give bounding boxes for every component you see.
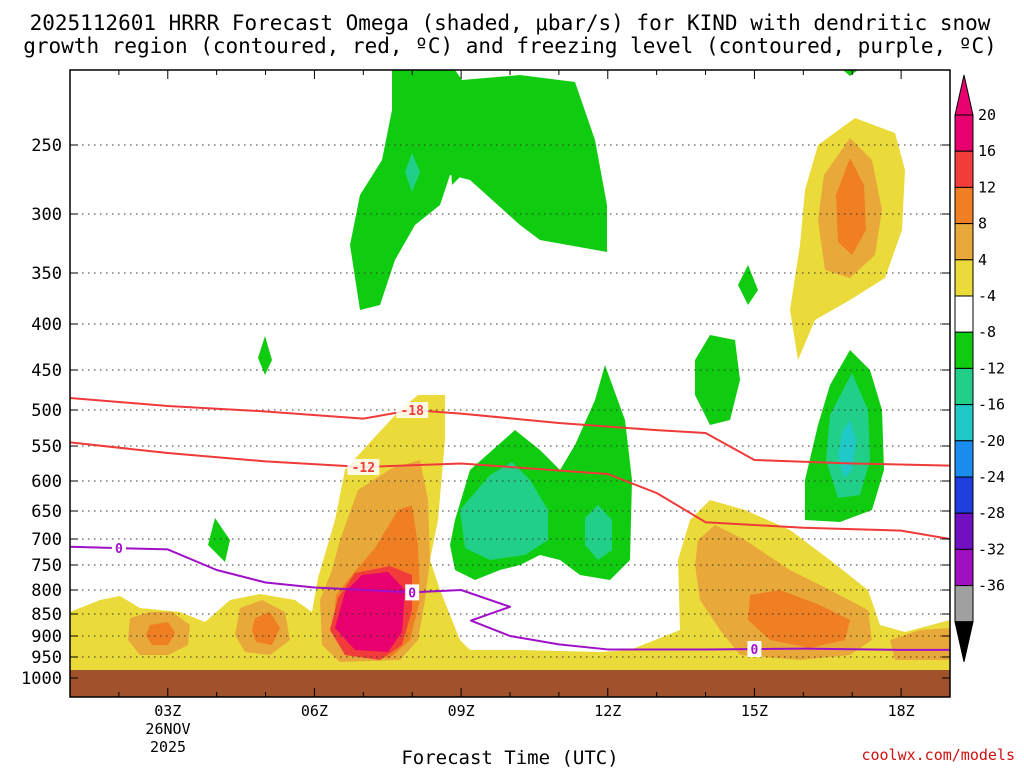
x-tick-label: 12Z — [594, 702, 621, 720]
pressure-grid — [70, 144, 950, 658]
freezing-label-bg — [111, 540, 126, 557]
colorbar-swatch — [954, 476, 974, 514]
credit-text: coolwx.com/models — [861, 746, 1015, 764]
date-label-day: 26NOV — [145, 720, 190, 738]
omega-orange-right — [748, 590, 850, 648]
dendritic-contour-line — [70, 441, 950, 540]
freezing-label-bg — [747, 641, 762, 658]
omega-teal-mid-1 — [460, 462, 548, 560]
colorbar-label: 16 — [978, 142, 996, 160]
colorbar-swatch — [954, 295, 974, 333]
chart-title-line1: 2025112601 HRRR Forecast Omega (shaded, … — [30, 11, 991, 35]
colorbar-swatch — [954, 404, 974, 442]
y-tick-label: 600 — [31, 472, 62, 492]
x-axis: 03Z 06Z 09Z 12Z 15Z 18Z — [69, 70, 951, 720]
y-tick-label: 350 — [31, 264, 62, 284]
colorbar-swatch — [954, 367, 974, 406]
dendritic-contour-line — [70, 397, 950, 467]
colorbar-label: 8 — [978, 215, 987, 233]
colorbar-label: -16 — [978, 396, 1005, 414]
colorbar-label: -8 — [978, 323, 996, 341]
colorbar-swatch — [954, 548, 974, 587]
omega-green-sliver — [448, 75, 466, 185]
y-tick-label: 250 — [31, 136, 62, 156]
colorbar-swatch — [954, 150, 974, 188]
y-tick-label: 500 — [31, 401, 62, 421]
colorbar: 20 16 12 8 4 -4 -8 -12 -16 -20 -24 -28 -32 -36 — [954, 74, 1005, 662]
omega-teal-mid-2 — [585, 505, 612, 560]
colorbar-swatch — [954, 259, 974, 297]
y-axis: 2503003504004505005506006507007508008509… — [21, 136, 950, 689]
y-tick-label: 850 — [31, 605, 62, 625]
y-tick-label: 400 — [31, 315, 62, 335]
dendritic-contour-label: -12 — [352, 461, 375, 476]
colorbar-swatch — [954, 440, 974, 478]
omega-green-upper — [350, 70, 607, 310]
y-tick-label: 1000 — [21, 669, 62, 689]
y-tick-label: 950 — [31, 648, 62, 668]
colorbar-label: -36 — [978, 577, 1005, 595]
y-tick-label: 450 — [31, 361, 62, 381]
colorbar-swatch — [954, 512, 974, 550]
y-tick-label: 650 — [31, 502, 62, 522]
x-tick-label: 03Z — [154, 702, 181, 720]
y-tick-label: 550 — [31, 437, 62, 457]
dendritic-contour-label: -18 — [400, 404, 424, 419]
omega-orange-left — [146, 622, 175, 645]
colorbar-top-arrow — [954, 74, 974, 116]
x-tick-label: 06Z — [301, 702, 328, 720]
colorbar-label: 4 — [978, 251, 987, 269]
y-tick-label: 750 — [31, 556, 62, 576]
colorbar-label: -12 — [978, 359, 1005, 377]
colorbar-bottom-arrow — [954, 621, 974, 662]
freezing-level-label: 0 — [751, 643, 759, 658]
y-tick-label: 900 — [31, 627, 62, 647]
omega-green-blob-1 — [258, 336, 272, 375]
y-tick-label: 300 — [31, 205, 62, 225]
x-tick-label: 15Z — [741, 702, 768, 720]
omega-orange-upper-right — [836, 158, 866, 255]
colorbar-swatch — [954, 585, 974, 623]
colorbar-label: -4 — [978, 287, 996, 305]
y-tick-label: 700 — [31, 530, 62, 550]
omega-green-blob-4 — [695, 335, 740, 425]
colorbar-label: -20 — [978, 432, 1005, 450]
chart-title-line2: growth region (contoured, red, ºC) and f… — [23, 34, 997, 58]
omega-teal-upper — [405, 153, 420, 192]
colorbar-swatch — [954, 186, 974, 225]
y-tick-label: 800 — [31, 581, 62, 601]
contour-label-bg — [347, 459, 380, 475]
omega-green-blob-3 — [738, 265, 758, 305]
colorbar-label: 20 — [978, 106, 996, 124]
omega-green-blob-2 — [208, 518, 230, 562]
colorbar-label: 12 — [978, 178, 996, 196]
freezing-level-contour: 0 0 0 — [70, 540, 950, 658]
colorbar-swatch — [954, 223, 974, 261]
colorbar-swatch — [954, 331, 974, 369]
colorbar-label: -28 — [978, 504, 1005, 522]
date-label-year: 2025 — [150, 738, 186, 756]
colorbar-swatch — [954, 114, 974, 152]
x-axis-label: Forecast Time (UTC) — [401, 747, 618, 768]
freezing-level-label: 0 — [115, 542, 123, 557]
freezing-label-bg — [405, 584, 420, 601]
dendritic-contours: -18 -12 — [70, 397, 950, 540]
omega-orange-left-2 — [252, 612, 280, 645]
freezing-level-label: 0 — [408, 586, 416, 601]
x-tick-label: 09Z — [448, 702, 475, 720]
contour-label-bg — [396, 402, 429, 418]
omega-shading — [70, 70, 950, 697]
colorbar-label: -24 — [978, 468, 1005, 486]
x-tick-label: 18Z — [888, 702, 915, 720]
omega-green-top-right — [843, 70, 858, 76]
colorbar-label: -32 — [978, 540, 1005, 558]
